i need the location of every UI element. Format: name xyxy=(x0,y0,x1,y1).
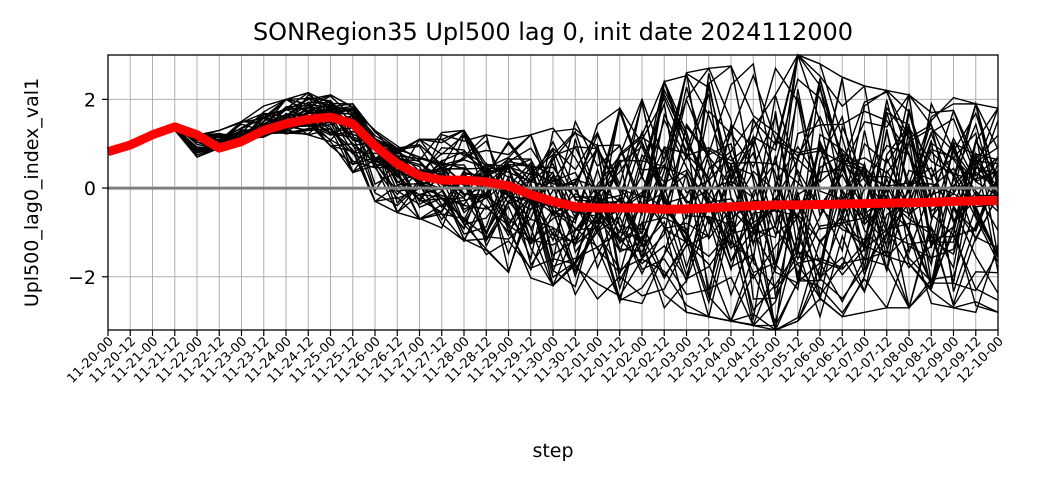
y-axis-label: Upl500_lag0_index_val1 xyxy=(21,78,43,307)
y-tick-label: 0 xyxy=(84,178,96,200)
ensemble-member-line xyxy=(107,98,999,283)
y-axis-ticks: −2 0 2 xyxy=(68,89,108,289)
grid-layer xyxy=(107,55,999,330)
y-tick-label: 2 xyxy=(84,89,96,111)
ensemble-member-line xyxy=(107,78,999,279)
ensemble-member-line xyxy=(107,99,999,331)
x-axis-ticks: 11-20-0011-20-1211-21-0011-21-1211-22-00… xyxy=(64,330,1007,387)
ensemble-member-line xyxy=(107,66,999,274)
y-tick-label: −2 xyxy=(68,267,96,289)
chart-title: SONRegion35 Upl500 lag 0, init date 2024… xyxy=(253,18,853,46)
mean-layer xyxy=(106,112,999,214)
mean-series-line xyxy=(106,112,999,214)
x-axis-label: step xyxy=(532,440,573,462)
